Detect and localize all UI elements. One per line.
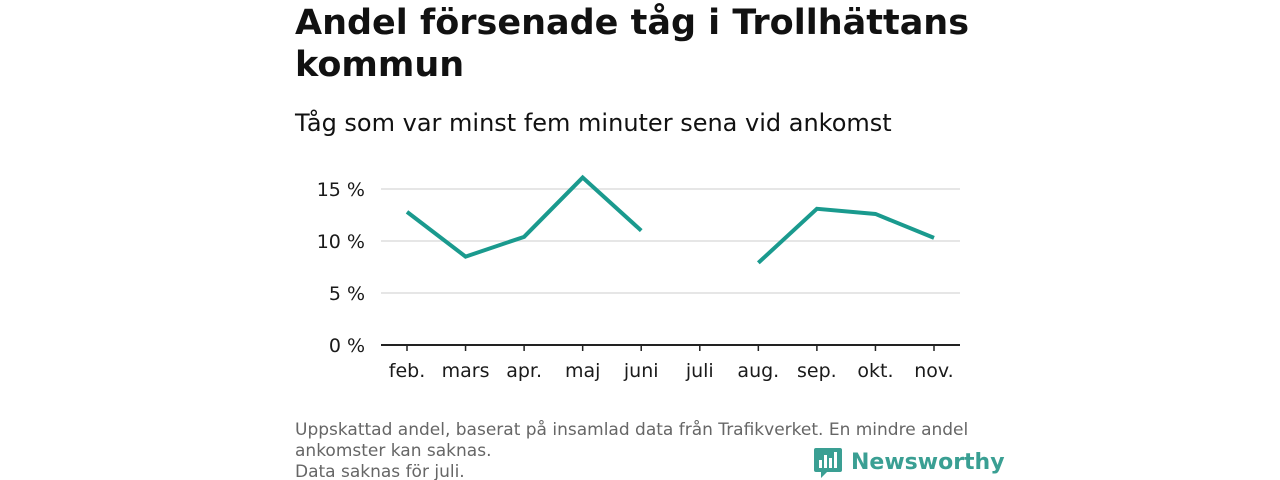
y-tick-label: 15 % (317, 179, 365, 201)
footnote-line: Uppskattad andel, baserat på insamlad da… (295, 420, 969, 440)
x-tick-label: okt. (857, 360, 893, 382)
x-tick-label: juli (685, 360, 714, 382)
line-chart: 0 % 5 % 10 % 15 % feb. mars apr. maj juni juli aug… (317, 174, 960, 382)
series-line-segment (756, 206, 935, 265)
bar-chart-speech-bubble-icon (814, 448, 842, 478)
chart-subtitle: Tåg som var minst fem minuter sena vid a… (295, 109, 892, 137)
series-lines (405, 174, 935, 265)
y-tick-label: 10 % (317, 231, 365, 253)
tick-labels: 0 % 5 % 10 % 15 % feb. mars apr. maj juni juli aug… (317, 179, 954, 382)
x-tick-label: feb. (389, 360, 425, 382)
footnote: Uppskattad andel, baserat på insamlad da… (295, 420, 995, 480)
y-tick-label: 0 % (329, 335, 365, 357)
x-tick-label: nov. (914, 360, 953, 382)
footnote-line: ankomster kan saknas. (295, 441, 492, 461)
chart-title: Andel försenade tåg i Trollhättans kommu… (295, 3, 970, 85)
brand-name: Newsworthy (851, 450, 1005, 475)
x-tick-label: juni (623, 360, 659, 382)
footnote-line: Data saknas för juli. (295, 462, 465, 480)
x-tick-label: apr. (506, 360, 542, 382)
y-tick-label: 5 % (329, 283, 365, 305)
x-tick-label: sep. (797, 360, 837, 382)
series-line-segment (405, 174, 643, 259)
grid-lines (381, 188, 960, 294)
x-tick-label: aug. (737, 360, 779, 382)
x-tick-label: mars (442, 360, 490, 382)
x-tick-label: maj (565, 360, 600, 382)
axes (381, 344, 960, 351)
brand-logo: Newsworthy (813, 446, 1005, 480)
